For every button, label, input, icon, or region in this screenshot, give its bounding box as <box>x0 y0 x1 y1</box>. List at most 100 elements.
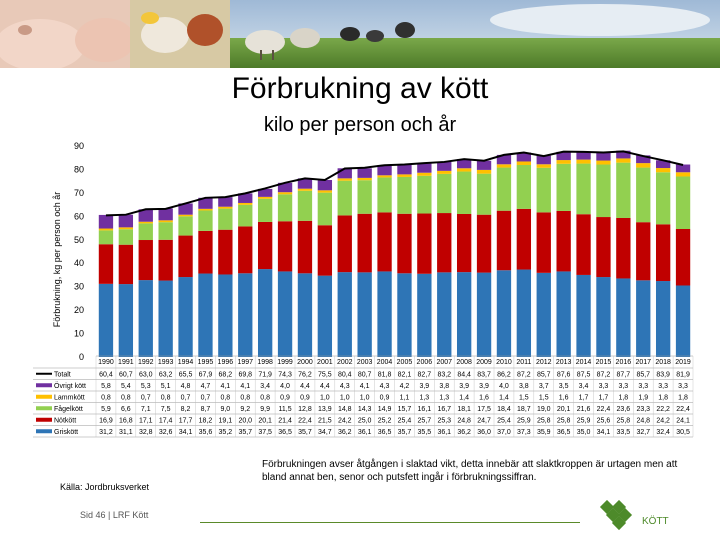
table-cell-lammkott-1999: 0,9 <box>280 394 290 401</box>
table-cell-griskott-2008: 36,2 <box>457 429 471 436</box>
table-cell-griskott-2004: 36,5 <box>378 429 392 436</box>
table-cell-ovrigt-kott-1999: 4,0 <box>280 383 290 390</box>
table-cell-fagelkott-2007: 16,7 <box>437 406 451 413</box>
bar-notkott-1992 <box>138 240 153 281</box>
x-tick-label-1995: 1995 <box>198 359 214 366</box>
table-cell-notkott-2003: 25,0 <box>358 417 372 424</box>
table-cell-totalt-2004: 81,8 <box>378 371 392 378</box>
table-cell-notkott-2009: 24,7 <box>477 417 491 424</box>
table-cell-fagelkott-2018: 22,2 <box>656 406 670 413</box>
table-cell-fagelkott-2005: 15,7 <box>398 406 412 413</box>
table-cell-griskott-2006: 35,5 <box>418 429 432 436</box>
bar-lammkott-1991 <box>118 227 134 230</box>
table-cell-lammkott-2013: 1,6 <box>559 394 569 401</box>
bar-griskott-2017 <box>636 280 651 357</box>
table-cell-totalt-1994: 65,5 <box>179 371 193 378</box>
table-cell-notkott-1990: 16,9 <box>99 417 113 424</box>
x-tick-label-2007: 2007 <box>436 359 452 366</box>
bar-griskott-1999 <box>277 271 293 357</box>
table-cell-griskott-1995: 35,6 <box>199 429 213 436</box>
table-cell-fagelkott-1994: 8,2 <box>181 406 191 413</box>
bar-fagelkott-2014 <box>576 163 591 215</box>
y-tick-label: 70 <box>74 188 84 198</box>
bar-ovrigt-kott-1992 <box>138 209 153 222</box>
footer-divider <box>200 522 580 523</box>
bar-ovrigt-kott-1990 <box>98 214 114 229</box>
x-tick-label-1993: 1993 <box>158 359 174 366</box>
bar-fagelkott-1994 <box>178 216 193 236</box>
table-cell-totalt-2006: 82,7 <box>418 371 432 378</box>
table-cell-ovrigt-kott-1998: 3,4 <box>260 383 270 390</box>
x-tick-label-2002: 2002 <box>337 359 353 366</box>
table-cell-totalt-2012: 85,7 <box>537 371 551 378</box>
legend-swatch-ovrigt-kott <box>36 383 52 388</box>
bar-notkott-2000 <box>297 220 313 274</box>
legend-swatch-notkott <box>36 417 52 422</box>
table-cell-griskott-2015: 34,1 <box>597 429 611 436</box>
table-cell-fagelkott-2003: 14,3 <box>358 406 372 413</box>
x-tick-label-2012: 2012 <box>536 359 552 366</box>
bar-lammkott-2003 <box>357 177 372 181</box>
bar-lammkott-2012 <box>536 164 551 168</box>
bar-griskott-1997 <box>238 273 253 357</box>
bar-ovrigt-kott-2007 <box>437 161 452 171</box>
bar-notkott-1993 <box>158 239 173 281</box>
bar-ovrigt-kott-2016 <box>616 150 631 159</box>
bar-griskott-1992 <box>138 280 153 357</box>
table-cell-notkott-2006: 25,7 <box>418 417 432 424</box>
x-tick-label-2005: 2005 <box>397 359 413 366</box>
bar-griskott-1995 <box>198 273 213 357</box>
table-cell-fagelkott-1992: 7,1 <box>141 406 151 413</box>
x-tick-label-2001: 2001 <box>317 359 333 366</box>
table-cell-griskott-2002: 36,2 <box>338 429 352 436</box>
bar-ovrigt-kott-2010 <box>496 154 512 165</box>
meat-consumption-chart: Förbrukning, kg per person och år 0 10 20 30… <box>33 141 694 438</box>
bar-notkott-2014 <box>576 214 591 275</box>
table-cell-totalt-2008: 84,4 <box>457 371 471 378</box>
y-tick-label: 40 <box>74 258 84 268</box>
table-cell-ovrigt-kott-2018: 3,3 <box>658 383 668 390</box>
table-cell-fagelkott-2015: 22,4 <box>597 406 611 413</box>
bar-notkott-2003 <box>357 213 372 273</box>
bar-notkott-1999 <box>277 221 293 272</box>
source-label: Källa: Jordbruksverket <box>60 482 150 492</box>
bar-lammkott-2009 <box>476 169 492 174</box>
bar-lammkott-2019 <box>675 172 691 177</box>
bar-ovrigt-kott-1993 <box>158 208 173 221</box>
bar-ovrigt-kott-2000 <box>297 178 313 189</box>
table-cell-totalt-1993: 63,2 <box>159 371 173 378</box>
table-cell-notkott-2013: 25,8 <box>557 417 571 424</box>
bar-fagelkott-2016 <box>616 162 631 218</box>
y-tick-label: 80 <box>74 164 84 174</box>
x-tick-label-2015: 2015 <box>596 359 612 366</box>
table-cell-lammkott-2009: 1,6 <box>479 394 489 401</box>
bar-lammkott-2013 <box>556 160 571 164</box>
table-cell-ovrigt-kott-2002: 4,3 <box>340 383 350 390</box>
y-tick-label: 20 <box>74 305 84 315</box>
table-cell-totalt-2007: 83,2 <box>437 371 451 378</box>
table-cell-totalt-2010: 86,2 <box>497 371 511 378</box>
table-cell-ovrigt-kott-2003: 4,1 <box>360 383 370 390</box>
table-cell-fagelkott-2019: 22,4 <box>676 406 690 413</box>
table-cell-fagelkott-1991: 6,6 <box>121 406 131 413</box>
table-cell-lammkott-2014: 1,7 <box>579 394 589 401</box>
bar-notkott-2008 <box>456 213 472 273</box>
table-cell-griskott-1998: 37,5 <box>258 429 272 436</box>
table-cell-fagelkott-1996: 9,0 <box>220 406 230 413</box>
legend-label-ovrigt-kott: Övrigt kött <box>54 382 86 390</box>
bar-notkott-2005 <box>397 213 412 274</box>
table-cell-totalt-1995: 67,9 <box>199 371 213 378</box>
table-cell-ovrigt-kott-2009: 3,9 <box>479 383 489 390</box>
bar-ovrigt-kott-1996 <box>218 197 233 207</box>
bar-lammkott-2011 <box>516 161 532 165</box>
bar-lammkott-1997 <box>238 202 253 205</box>
bar-notkott-2011 <box>516 208 532 270</box>
bar-lammkott-2015 <box>596 160 611 165</box>
table-cell-griskott-1991: 31,1 <box>119 429 133 436</box>
table-cell-lammkott-1998: 0,8 <box>260 394 270 401</box>
bar-notkott-2007 <box>437 213 452 273</box>
x-tick-label-2006: 2006 <box>417 359 433 366</box>
bar-lammkott-2016 <box>616 158 631 163</box>
table-cell-ovrigt-kott-2017: 3,3 <box>638 383 648 390</box>
table-cell-totalt-2016: 87,7 <box>617 371 631 378</box>
